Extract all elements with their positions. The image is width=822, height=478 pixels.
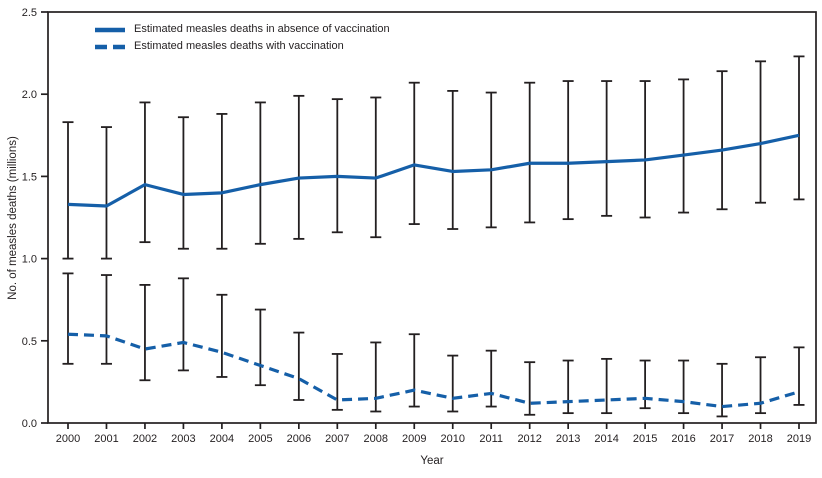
x-tick-label: 2001 (94, 433, 118, 445)
y-tick-label: 2.0 (22, 89, 37, 101)
x-tick-label: 2017 (710, 433, 734, 445)
x-tick-label: 2012 (517, 433, 541, 445)
series-line-dashed (67, 332, 800, 409)
x-tick-label: 2015 (633, 433, 657, 445)
x-tick-label: 2002 (133, 433, 157, 445)
y-tick-label: 0.5 (22, 336, 37, 348)
legend-item-absence: Estimated measles deaths in absence of v… (95, 23, 390, 36)
x-tick-label: 2016 (671, 433, 695, 445)
legend-item-with: Estimated measles deaths with vaccinatio… (95, 40, 390, 53)
y-tick-label: 0.0 (22, 418, 37, 430)
x-tick-label: 2005 (248, 433, 272, 445)
x-tick-label: 2019 (787, 433, 811, 445)
legend-label-absence: Estimated measles deaths in absence of v… (134, 23, 390, 35)
x-tick-label: 2006 (287, 433, 311, 445)
x-axis-title: Year (420, 455, 444, 467)
y-axis-title: No. of measles deaths (millions) (7, 136, 19, 300)
legend-label-with: Estimated measles deaths with vaccinatio… (134, 40, 344, 52)
x-tick-label: 2011 (479, 433, 503, 445)
y-tick-label: 1.0 (22, 254, 37, 266)
plot-border (47, 11, 817, 424)
x-tick-label: 2013 (556, 433, 580, 445)
x-tick-label: 2009 (402, 433, 426, 445)
dashed-line-swatch-icon (95, 44, 125, 49)
x-tick-label: 2003 (171, 433, 195, 445)
x-tick-label: 2014 (594, 433, 618, 445)
x-tick-label: 2004 (210, 433, 234, 445)
x-tick-label: 2010 (440, 433, 464, 445)
y-tick-label: 2.5 (22, 7, 37, 19)
y-tick-label: 1.5 (22, 171, 37, 183)
x-tick-label: 2000 (56, 433, 80, 445)
solid-line-swatch-icon (95, 27, 125, 32)
x-tick-label: 2007 (325, 433, 349, 445)
legend: Estimated measles deaths in absence of v… (95, 23, 390, 53)
x-tick-label: 2018 (748, 433, 772, 445)
series-line-solid (67, 133, 800, 208)
x-tick-label: 2008 (364, 433, 388, 445)
